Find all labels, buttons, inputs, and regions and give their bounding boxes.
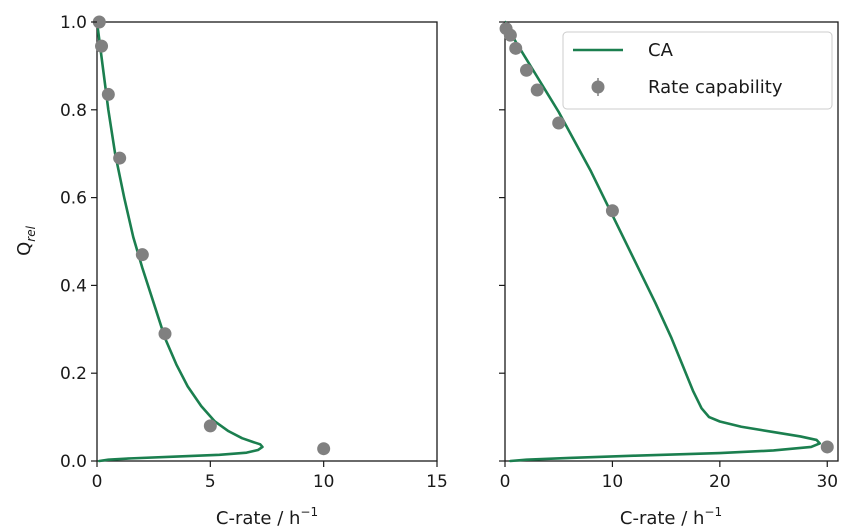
right-rate-capability-point — [503, 28, 517, 42]
left-x-tick-label: 5 — [205, 472, 216, 492]
left-panel: 0.0 0.2 0.4 0.6 0.8 1.0 0 5 10 15 C-rate / h−1 Q… — [14, 13, 448, 529]
y-tick-label: 0.4 — [60, 276, 87, 296]
left-rate-capability-point — [203, 419, 217, 433]
left-x-axis-label: C-rate / h−1 — [216, 505, 318, 529]
left-rate-capability-point — [95, 39, 109, 53]
right-ca-line — [505, 20, 822, 463]
left-x-axis: 0 5 10 15 — [92, 461, 448, 492]
legend-box — [562, 31, 833, 110]
right-x-tick-label: 0 — [500, 472, 511, 492]
right-y-axis — [499, 21, 505, 462]
left-rate-capability-point — [101, 87, 115, 101]
right-x-axis: 0 10 20 30 — [500, 461, 838, 492]
y-tick-label: 0.2 — [60, 364, 87, 384]
right-x-tick-label: 20 — [709, 472, 731, 492]
left-rate-capability-point — [135, 248, 149, 262]
legend-entry-ca: CA — [648, 40, 674, 61]
legend-marker-swatch — [591, 80, 605, 94]
left-x-tick-label: 0 — [92, 472, 103, 492]
left-rate-capability-point — [92, 15, 106, 29]
left-rate-capability-point — [113, 151, 127, 165]
left-x-tick-label: 10 — [313, 472, 335, 492]
right-rate-capability-point — [519, 63, 533, 77]
right-x-tick-label: 10 — [602, 472, 624, 492]
legend-entry-rate-capability: Rate capability — [648, 77, 783, 98]
left-ca-line — [97, 20, 264, 463]
right-rate-capability-point — [605, 204, 619, 218]
left-rate-capability-point — [317, 442, 331, 456]
right-plot-frame — [504, 21, 839, 462]
right-x-tick-label: 30 — [816, 472, 838, 492]
y-axis-label: Qrel — [14, 225, 38, 255]
legend: CA Rate capability — [562, 31, 833, 110]
right-rate-capability-point — [552, 116, 566, 130]
y-tick-label: 0.0 — [60, 452, 87, 472]
right-rate-capability-point — [530, 83, 544, 97]
right-panel: 0 10 20 30 C-rate / h−1 CA Rate capability — [499, 20, 839, 529]
left-x-tick-label: 15 — [426, 472, 448, 492]
left-y-axis: 0.0 0.2 0.4 0.6 0.8 1.0 — [60, 13, 97, 472]
y-tick-label: 0.8 — [60, 101, 87, 121]
left-rate-capability-point — [158, 327, 172, 341]
right-rate-capability-point — [820, 440, 834, 454]
y-tick-label: 0.6 — [60, 189, 87, 209]
right-rate-capability-point — [509, 41, 523, 55]
y-tick-label: 1.0 — [60, 13, 87, 33]
left-plot-frame — [96, 21, 438, 462]
right-plot-marks — [499, 20, 834, 463]
right-x-axis-label: C-rate / h−1 — [620, 505, 722, 529]
left-plot-marks — [92, 15, 331, 463]
